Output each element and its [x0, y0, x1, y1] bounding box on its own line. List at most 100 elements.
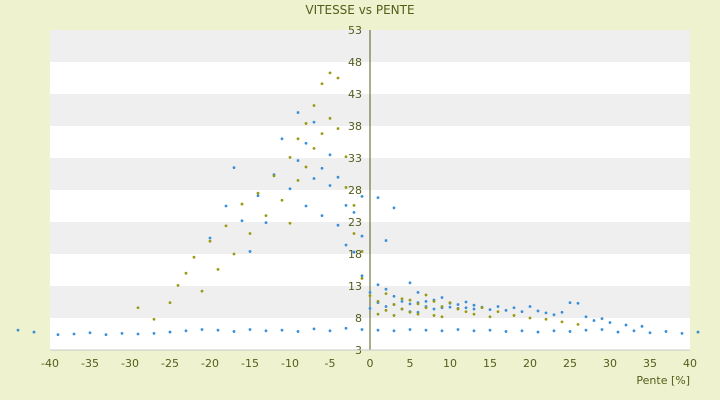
data-point	[376, 283, 380, 287]
data-point	[344, 243, 348, 247]
data-point	[408, 310, 412, 314]
data-point	[424, 299, 428, 303]
data-point	[384, 239, 388, 242]
data-point	[528, 316, 532, 320]
data-point	[384, 308, 388, 312]
data-point	[296, 111, 300, 114]
data-point	[240, 219, 244, 223]
data-point	[544, 311, 548, 315]
x-tick-label: 15	[483, 357, 497, 370]
data-point	[352, 232, 356, 235]
data-point	[384, 292, 388, 296]
data-point	[544, 317, 548, 321]
data-point	[536, 330, 540, 334]
data-point	[200, 289, 204, 293]
data-point	[240, 202, 244, 206]
data-point	[320, 166, 324, 170]
data-point	[608, 321, 612, 324]
data-point	[632, 329, 636, 333]
data-point	[320, 82, 324, 86]
x-tick-label: -40	[41, 357, 59, 370]
data-point	[464, 306, 468, 310]
data-point	[312, 104, 316, 107]
data-point	[312, 147, 316, 150]
data-point	[216, 328, 220, 332]
data-point	[344, 326, 348, 330]
data-point	[416, 312, 420, 316]
data-point	[32, 330, 36, 334]
x-tick-label: 10	[443, 357, 457, 370]
data-point	[336, 127, 340, 130]
data-point	[456, 328, 460, 331]
data-point	[488, 315, 492, 319]
data-point	[512, 314, 516, 317]
data-point	[88, 331, 92, 335]
data-point	[640, 324, 644, 328]
y-tick-label: 48	[348, 56, 362, 69]
data-point	[328, 329, 332, 333]
data-point	[472, 312, 476, 316]
data-point	[576, 301, 580, 305]
x-tick-label: -15	[241, 357, 259, 370]
data-point	[376, 299, 380, 303]
data-point	[664, 330, 668, 333]
data-point	[392, 314, 396, 317]
data-point	[336, 175, 340, 179]
x-tick-label: 40	[683, 357, 697, 370]
data-point	[184, 329, 188, 333]
data-point	[616, 330, 620, 334]
data-point	[224, 204, 228, 208]
data-point	[464, 310, 468, 313]
data-point	[168, 330, 172, 334]
data-point	[560, 320, 564, 324]
data-point	[408, 302, 412, 306]
data-point	[328, 116, 332, 120]
x-tick-label: 5	[407, 357, 414, 370]
data-point	[536, 309, 540, 313]
data-point	[288, 155, 292, 159]
data-point	[248, 232, 252, 235]
x-tick-label: -10	[281, 357, 299, 370]
data-point	[520, 310, 524, 313]
data-point	[480, 306, 484, 310]
data-point	[344, 186, 348, 189]
data-point	[264, 214, 268, 218]
data-point	[424, 293, 428, 297]
y-axis: 38131823283338434853	[348, 24, 371, 357]
data-point	[120, 331, 124, 335]
data-point	[344, 155, 348, 159]
data-point	[296, 330, 300, 333]
data-point	[152, 331, 156, 335]
data-point	[392, 303, 396, 306]
x-tick-label: -25	[161, 357, 179, 370]
data-point	[256, 191, 260, 195]
data-point	[448, 305, 452, 309]
data-point	[376, 312, 380, 316]
data-point	[360, 328, 364, 331]
data-point	[472, 303, 476, 307]
data-point	[472, 307, 476, 311]
data-point	[408, 298, 412, 302]
x-tick-label: -20	[201, 357, 219, 370]
data-point	[264, 329, 268, 333]
data-point	[272, 174, 276, 178]
data-point	[328, 153, 332, 157]
data-point	[464, 300, 468, 304]
data-point	[296, 159, 300, 162]
data-point	[680, 331, 684, 335]
data-point	[600, 328, 604, 331]
data-point	[504, 330, 508, 333]
data-point	[376, 196, 380, 200]
data-point	[280, 137, 284, 141]
data-point	[504, 308, 508, 312]
data-point	[560, 310, 564, 314]
data-point	[584, 315, 588, 319]
data-point	[552, 329, 556, 333]
data-point	[496, 310, 500, 313]
data-point	[472, 329, 476, 333]
data-point	[384, 305, 388, 308]
data-point	[520, 329, 524, 333]
x-axis: -40 -35 -30 -25 -20 -15 -10 -5 0 5 10 15 20 25 30 35 40	[41, 349, 697, 370]
data-point	[488, 328, 492, 332]
